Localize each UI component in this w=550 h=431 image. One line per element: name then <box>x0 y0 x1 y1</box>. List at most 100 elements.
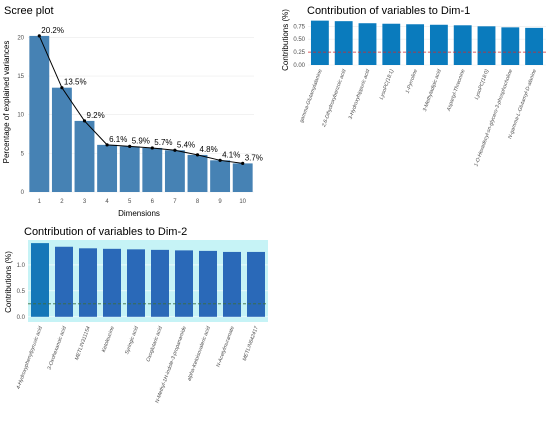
scree-x-tick-label: 6 <box>151 199 155 205</box>
scree-data-label: 9.2% <box>87 111 105 120</box>
dim1-title: Contribution of variables to Dim-1 <box>307 5 470 17</box>
dim1-category-label: LysoPC(18:0) <box>474 68 491 100</box>
dim1-category-label: 2,6-Dihydroxybenzoic acid <box>321 68 348 129</box>
dim2-bar <box>103 248 121 317</box>
scree-bar <box>142 147 163 192</box>
scree-x-tick-label: 8 <box>196 199 200 205</box>
scree-x-axis-title: Dimensions <box>118 209 160 218</box>
scree-bar <box>164 150 185 192</box>
dim1-bar <box>429 24 448 65</box>
dim2-y-axis-title: Contributions (%) <box>4 251 13 313</box>
dim2-bar <box>127 249 145 317</box>
scree-data-label: 4.1% <box>222 150 240 159</box>
dim1-category-label: 3-Hydroxyhippuric acid <box>348 68 372 121</box>
dim2-title: Contribution of variables to Dim-2 <box>24 226 187 238</box>
scree-bar <box>210 160 231 192</box>
dim1-bar <box>358 23 377 65</box>
scree-data-label: 6.1% <box>109 135 127 144</box>
scree-bar <box>187 154 208 192</box>
dim1-category-label: gamma-Glutamylalanine <box>299 69 324 124</box>
scree-x-tick-label: 2 <box>60 199 64 205</box>
scree-data-label: 13.5% <box>64 78 87 87</box>
scree-bar <box>232 163 253 192</box>
scree-bar <box>97 144 118 192</box>
scree-point <box>60 86 64 90</box>
dim1-category-label: 3-Methyladipic acid <box>422 68 443 113</box>
dim2-bar <box>199 250 217 317</box>
scree-y-tick-label: 10 <box>17 113 24 119</box>
scree-data-label: 5.4% <box>177 140 195 149</box>
scree-x-tick-label: 3 <box>83 199 87 205</box>
scree-data-label: 5.7% <box>154 138 172 147</box>
dim2-y-tick-label: 0.0 <box>17 315 26 321</box>
scree-point <box>241 161 245 166</box>
dim1-bar <box>501 27 520 66</box>
dim1-y-axis-title: Contributions (%) <box>281 9 290 71</box>
scree-point <box>173 148 177 152</box>
dim1-category-label: 1-Pyrroline <box>405 69 419 95</box>
dim2-category-label: Syringic acid <box>124 325 140 356</box>
scree-point <box>37 34 41 38</box>
scree-y-tick-label: 15 <box>17 74 24 80</box>
dim1-y-tick-label: 0.50 <box>293 37 305 43</box>
scree-x-tick-label: 4 <box>105 199 109 205</box>
dim2-category-label: alpha-Ketoisovaleric acid <box>187 325 213 382</box>
scree-data-label: 4.8% <box>200 145 218 154</box>
dim1-bar <box>525 27 544 65</box>
dim1-category-label: N-gamma-L-Glutamyl-D-alanine <box>507 69 538 140</box>
scree-y-axis-title: Percentage of explained variances <box>2 41 11 164</box>
dim2-y-tick-label: 0.5 <box>17 289 26 295</box>
dim1-bar <box>382 23 401 66</box>
dim2-bar <box>247 251 265 317</box>
scree-point <box>82 119 87 123</box>
scree-x-tick-label: 10 <box>239 199 246 205</box>
dim1-bar <box>334 21 353 65</box>
scree-x-tick-label: 9 <box>218 199 222 205</box>
dim2-category-label: Oxoglutaric acid <box>146 325 165 363</box>
dim2-bar <box>151 249 169 317</box>
scree-bar <box>119 146 140 192</box>
dim1-contribution-panel: Contribution of variables to Dim-1 Contr… <box>281 5 546 167</box>
scree-x-tick-label: 7 <box>173 199 177 205</box>
scree-bar <box>51 87 72 192</box>
scree-data-label: 3.7% <box>245 153 263 162</box>
dim1-bar <box>406 24 425 65</box>
scree-point <box>128 144 132 149</box>
dim1-category-label: Aspartyl-Threonine <box>446 69 467 113</box>
dim2-bar <box>55 246 73 317</box>
scree-bar <box>29 35 50 193</box>
dim2-y-tick-label: 1.0 <box>17 263 26 269</box>
scree-point <box>105 143 109 147</box>
dim2-bar <box>31 243 49 317</box>
dim2-bar <box>223 251 241 317</box>
dim2-category-label: Ketoleucine <box>101 326 116 354</box>
dim2-category-label: 4-Hydroxyphenylpyruvic acid <box>16 325 45 390</box>
scree-point <box>218 158 222 162</box>
dim2-category-label: N-Acetylmuramate <box>216 326 236 369</box>
dim2-bar <box>79 248 97 317</box>
scree-data-label: 20.2% <box>41 26 64 35</box>
scree-x-tick-label: 1 <box>38 199 42 205</box>
dim1-bar <box>477 26 496 66</box>
scree-point <box>195 153 200 157</box>
dim1-bar <box>310 20 329 65</box>
scree-plot-title: Scree plot <box>4 5 54 17</box>
dim1-bar <box>453 25 472 65</box>
dim2-category-label: 3-Oxohexanoic acid <box>47 325 69 371</box>
scree-plot-panel: Scree plot Percentage of explained varia… <box>2 5 263 218</box>
dim2-category-label: METLIN311154 <box>74 326 92 362</box>
scree-bar <box>74 120 95 192</box>
scree-y-tick-label: 5 <box>21 151 25 157</box>
dim2-category-label: METLIN642417 <box>242 325 260 362</box>
dim2-contribution-panel: Contribution of variables to Dim-2 Contr… <box>4 226 268 404</box>
dim1-y-tick-label: 0.25 <box>293 50 305 56</box>
dim1-category-label: LysoPC(18:1) <box>379 68 396 100</box>
scree-y-tick-label: 0 <box>21 190 25 196</box>
scree-y-tick-label: 20 <box>17 35 24 41</box>
scree-trend-line <box>38 35 243 164</box>
dim2-bar <box>175 250 193 317</box>
dim1-y-tick-label: 0.75 <box>293 24 305 30</box>
scree-point <box>150 146 154 150</box>
scree-data-label: 5.9% <box>132 136 150 145</box>
